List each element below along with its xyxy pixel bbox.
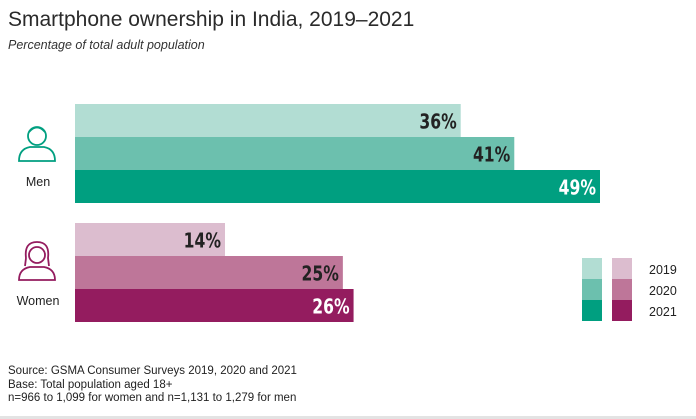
bar-women-2021 (75, 289, 354, 322)
legend-swatch-women-2020 (612, 279, 632, 300)
data-label-men-2020: 41% (473, 144, 510, 167)
bar-women-2019 (75, 223, 225, 256)
data-label-women-2021: 26% (312, 296, 349, 319)
legend-swatch-men-2020 (582, 279, 602, 300)
legend-swatch-men-2021 (582, 300, 602, 321)
legend-swatch-men-2019 (582, 258, 602, 279)
legend-swatch-women-2019 (612, 258, 632, 279)
data-label-men-2019: 36% (419, 111, 456, 134)
data-label-women-2019: 14% (184, 230, 221, 253)
data-label-women-2020: 25% (302, 263, 339, 286)
source-note: Source: GSMA Consumer Surveys 2019, 2020… (8, 365, 297, 406)
base-line: Base: Total population aged 18+ (8, 378, 173, 391)
bar-women-2020 (75, 256, 343, 289)
bar-chart: 36% 41% 49% 14% 25% 26% (18, 104, 632, 322)
legend-label-2019: 2019 (649, 263, 677, 277)
sample-size-line: n=966 to 1,099 for women and n=1,131 to … (8, 392, 297, 404)
bar-men-2019 (75, 104, 461, 137)
category-label-women: Women (16, 294, 60, 308)
bar-men-2020 (75, 137, 515, 170)
legend-label-2020: 2020 (649, 284, 677, 298)
bar-men-2021 (75, 170, 600, 203)
category-label-men: Men (25, 175, 51, 189)
data-label-men-2021: 49% (559, 177, 596, 200)
chart-title: Smartphone ownership in India, 2019–2021 (8, 8, 415, 31)
source-line: Source: GSMA Consumer Surveys 2019, 2020… (8, 365, 297, 377)
legend-swatch-women-2021 (612, 300, 632, 321)
legend-label-2021: 2021 (649, 305, 677, 319)
chart-subtitle: Percentage of total adult population (8, 38, 205, 52)
woman-outline-icon (18, 241, 56, 281)
bottom-divider (0, 416, 696, 419)
man-outline-icon (18, 126, 56, 162)
